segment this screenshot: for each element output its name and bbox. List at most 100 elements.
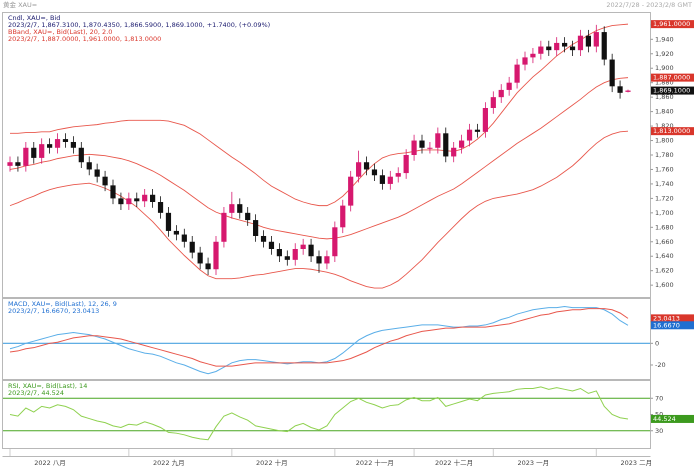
candle-body: [340, 205, 346, 228]
candle-body: [387, 176, 393, 184]
y-tick-label: 1,900: [655, 64, 674, 72]
candle-body: [181, 234, 187, 242]
candle-body: [348, 176, 354, 206]
candle-body: [253, 220, 259, 236]
y-tick-label: 1,940: [655, 35, 674, 43]
candle-body: [443, 133, 449, 157]
candle-body: [617, 86, 623, 93]
candle-body: [625, 90, 631, 92]
y-tick-label: 1,660: [655, 238, 674, 246]
panel-legend: RSI, XAU=, Bid(Last), 14: [8, 382, 87, 390]
candle-body: [562, 42, 568, 47]
candle-body: [31, 147, 37, 158]
candle-body: [451, 147, 457, 157]
candle-body: [157, 202, 164, 213]
candle-body: [459, 140, 465, 148]
candle-body: [577, 35, 584, 51]
candle-body: [585, 35, 591, 47]
candle-body: [126, 198, 132, 205]
candle-body: [173, 230, 179, 235]
candle-body: [229, 204, 235, 213]
candle-body: [308, 244, 314, 257]
value-flag: [651, 73, 694, 82]
y-tick-label: 1,840: [655, 108, 674, 116]
candle-body: [260, 235, 267, 242]
y-tick-label: 50: [655, 411, 663, 419]
x-tick-label: 2022 十一月: [356, 458, 394, 467]
value-flag-label: 1,869.1000: [653, 87, 690, 95]
panel-legend: BBand, XAU=, Bid(Last), 20, 2.0: [8, 28, 112, 36]
candle-body: [363, 162, 370, 170]
y-tick-label: 1,720: [655, 194, 674, 202]
candle-body: [427, 147, 433, 149]
candle-body: [221, 212, 227, 242]
candle-body: [522, 57, 528, 65]
x-tick-label: 2022 十二月: [435, 458, 473, 467]
y-tick-label: 70: [655, 394, 663, 402]
candle-body: [118, 198, 124, 205]
value-flag: [651, 321, 694, 330]
candle-body: [134, 198, 140, 202]
x-tick-label: 2022 十月: [256, 458, 288, 467]
candle-body: [94, 169, 100, 177]
y-tick-label: 1,780: [655, 151, 674, 159]
candle-body: [609, 59, 615, 87]
y-tick-label: 1,800: [655, 137, 674, 145]
candle-body: [371, 169, 378, 176]
value-flag-label: 16.6670: [653, 321, 680, 329]
candle-body: [332, 227, 338, 257]
value-flag-label: 1,813.0000: [653, 127, 690, 135]
candle-body: [110, 185, 116, 199]
candle-body: [514, 64, 520, 83]
candle-body: [86, 162, 92, 170]
y-tick-label: 0: [655, 339, 659, 347]
candle-body: [554, 42, 560, 51]
candle-body: [490, 97, 496, 108]
candle-body: [403, 155, 409, 174]
candle-body: [23, 147, 29, 166]
panel-legend: 2023/2/7, 16.6670, 23.0413: [8, 307, 99, 315]
x-tick-label: 2023 二月: [621, 459, 653, 467]
x-tick-label: 2023 一月: [518, 459, 550, 467]
candle-body: [78, 147, 84, 163]
panel-legend: 2023/2/7, 1,867.3100, 1,870.4350, 1,866.…: [8, 21, 270, 29]
y-tick-label: -20: [655, 361, 666, 369]
y-tick-label: 1,820: [655, 122, 674, 130]
bollinger-upper: [10, 23, 629, 207]
y-tick-label: 1,640: [655, 252, 674, 260]
candle-body: [47, 144, 53, 148]
panel-legend: MACD, XAU=, Bid(Last), 12, 26, 9: [8, 300, 117, 308]
candle-body: [316, 256, 322, 264]
value-flag-label: 44.524: [653, 415, 676, 423]
candle-body: [150, 194, 156, 202]
date-range: 2022/7/28 - 2023/2/8 GMT: [606, 1, 692, 9]
candle-body: [268, 241, 275, 249]
candle-body: [601, 32, 607, 60]
window-title: 黄金 XAU=: [3, 0, 37, 9]
value-flag: [651, 20, 694, 29]
y-tick-label: 1,600: [655, 281, 674, 289]
candle-body: [466, 129, 473, 141]
y-tick-label: 1,760: [655, 165, 674, 173]
candle-body: [411, 140, 417, 155]
candle-body: [205, 263, 211, 270]
value-flag: [651, 414, 694, 423]
rsi-line: [9, 386, 629, 441]
candle-body: [569, 46, 576, 51]
bollinger-middle: [9, 77, 629, 240]
y-tick-label: 1,860: [655, 93, 674, 101]
y-tick-label: 1,740: [655, 180, 674, 188]
candle-body: [62, 139, 69, 142]
candle-body: [102, 176, 108, 186]
candle-body: [395, 173, 401, 177]
candle-body: [435, 133, 441, 148]
candle-body: [197, 252, 203, 264]
macd-panel: [2, 298, 651, 380]
candle-body: [292, 249, 298, 260]
x-tick-label: 2022 八月: [34, 459, 66, 467]
candle-body: [506, 82, 512, 90]
y-tick-label: 1,920: [655, 50, 674, 58]
candle-body: [165, 212, 172, 231]
candle-body: [276, 249, 282, 257]
